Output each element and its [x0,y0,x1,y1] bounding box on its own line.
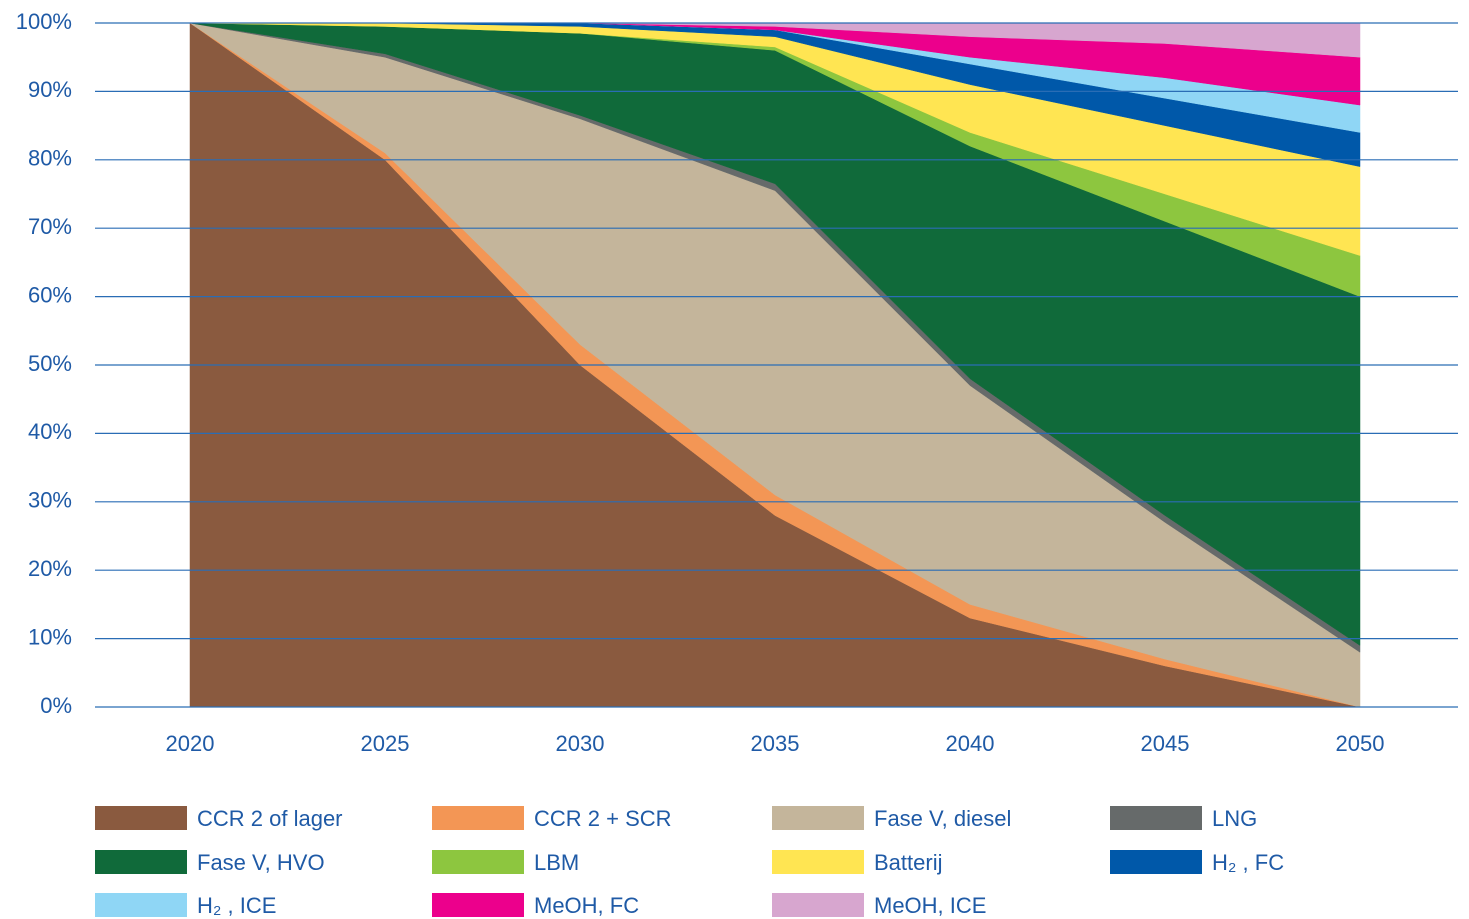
y-tick-label: 40% [28,419,72,444]
legend-label: MeOH, ICE [874,893,986,918]
legend-label: CCR 2 of lager [197,806,343,831]
y-tick-label: 50% [28,351,72,376]
y-tick-label: 90% [28,77,72,102]
legend-label: Batterij [874,850,942,875]
y-tick-label: 10% [28,624,72,649]
x-tick-label: 2050 [1336,731,1385,756]
legend-swatch [772,806,864,830]
legend-label: LNG [1212,806,1257,831]
y-tick-label: 20% [28,556,72,581]
legend-label: Fase V, HVO [197,850,325,875]
legend-swatch [95,806,187,830]
y-tick-label: 100% [16,9,72,34]
legend-swatch [772,893,864,917]
x-tick-label: 2045 [1141,731,1190,756]
x-tick-label: 2030 [556,731,605,756]
legend-swatch [772,850,864,874]
legend-swatch [95,850,187,874]
y-tick-label: 0% [40,693,72,718]
legend-label: MeOH, FC [534,893,639,918]
legend-label: H₂ , FC [1212,850,1284,875]
y-tick-label: 80% [28,146,72,171]
legend-label: H₂ , ICE [197,893,276,918]
legend-swatch [1110,850,1202,874]
y-tick-label: 60% [28,282,72,307]
legend-swatch [432,806,524,830]
legend-swatch [432,850,524,874]
legend-swatch [432,893,524,917]
x-tick-label: 2035 [751,731,800,756]
legend-swatch [1110,806,1202,830]
x-tick-label: 2020 [166,731,215,756]
legend-label: CCR 2 + SCR [534,806,672,831]
x-tick-label: 2025 [361,731,410,756]
y-tick-label: 30% [28,488,72,513]
legend-swatch [95,893,187,917]
x-tick-label: 2040 [946,731,995,756]
legend-label: Fase V, diesel [874,806,1011,831]
y-tick-label: 70% [28,214,72,239]
legend-label: LBM [534,850,579,875]
